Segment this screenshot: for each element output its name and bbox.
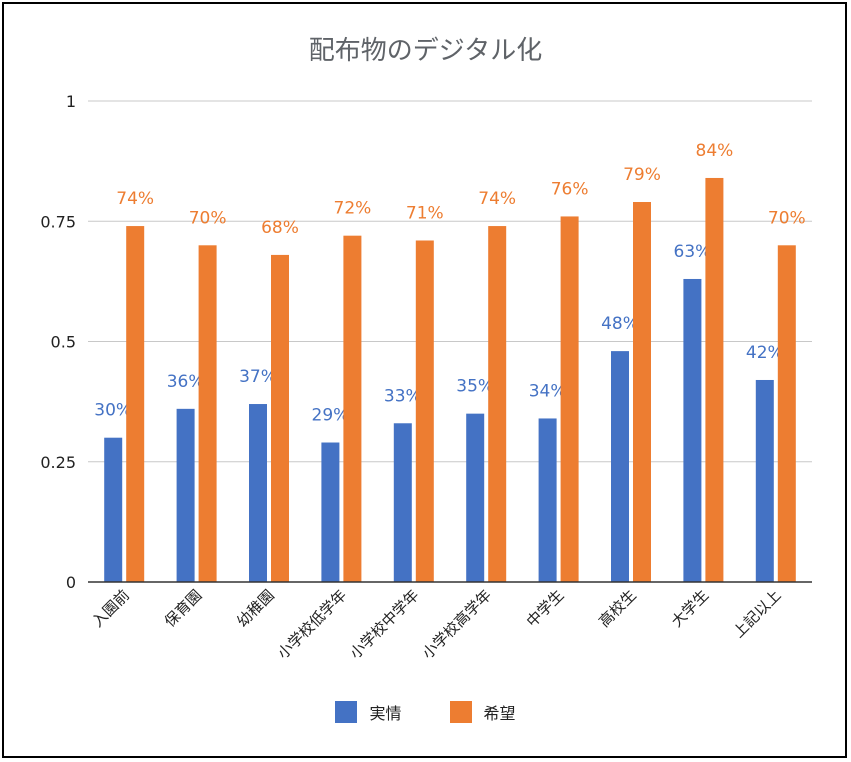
data-label-desired: 84%: [696, 141, 734, 161]
data-label-actual: 36%: [167, 372, 205, 392]
legend: 実情 希望: [0, 700, 851, 724]
bar-actual: [755, 379, 774, 582]
bar-desired: [126, 226, 145, 582]
x-tick-label: 小学校中学年: [346, 586, 422, 662]
bar-desired: [198, 245, 217, 583]
bar-actual: [466, 413, 485, 582]
bar-desired: [271, 254, 289, 583]
x-tick-label: 中学生: [523, 586, 568, 631]
data-label-desired: 70%: [189, 208, 227, 228]
bar-actual: [249, 404, 267, 582]
data-label-desired: 76%: [551, 179, 589, 199]
x-tick-label: 小学校高学年: [419, 586, 495, 662]
bar-actual: [104, 437, 123, 582]
bar-desired: [560, 216, 579, 582]
y-tick-label: 1: [66, 92, 76, 111]
bar-desired: [777, 245, 796, 583]
bar-desired: [705, 177, 724, 582]
x-tick-label: 幼稚園: [233, 586, 278, 631]
y-tick-label: 0.25: [40, 453, 76, 472]
data-label-actual: 29%: [312, 406, 350, 426]
x-tick-label: 保育園: [161, 586, 206, 631]
legend-item-actual: 実情: [335, 700, 402, 724]
bar-desired: [633, 202, 651, 582]
data-label-desired: 70%: [768, 208, 806, 228]
legend-swatch-actual: [335, 701, 358, 723]
bar-actual: [611, 351, 629, 582]
x-tick-label: 大学生: [668, 586, 713, 631]
data-label-actual: 48%: [601, 314, 639, 334]
data-label-desired: 74%: [116, 189, 154, 209]
bar-desired: [415, 240, 434, 583]
data-label-desired: 79%: [623, 165, 661, 185]
data-label-actual: 30%: [94, 401, 132, 421]
data-label-actual: 35%: [456, 377, 494, 397]
y-tick-label: 0.5: [51, 333, 76, 352]
data-label-actual: 37%: [239, 367, 277, 387]
y-tick-label: 0.75: [40, 212, 76, 231]
x-tick-label: 上記以上: [729, 586, 784, 641]
y-tick-label: 0: [66, 573, 76, 592]
legend-label-actual: 実情: [369, 704, 402, 723]
data-label-actual: 42%: [746, 343, 784, 363]
x-tick-label: 高校生: [595, 586, 640, 631]
bar-actual: [176, 408, 195, 582]
data-label-desired: 68%: [261, 218, 299, 238]
data-label-desired: 71%: [406, 203, 444, 223]
bar-actual: [321, 442, 340, 582]
data-label-actual: 33%: [384, 386, 422, 406]
bar-actual: [393, 423, 412, 582]
chart-title: 配布物のデジタル化: [308, 36, 543, 66]
bar-desired: [343, 235, 362, 582]
data-label-desired: 72%: [334, 199, 372, 219]
x-tick-label: 小学校低学年: [274, 586, 350, 662]
legend-swatch-desired: [449, 701, 472, 723]
bar-actual: [538, 418, 557, 582]
data-label-actual: 34%: [529, 381, 567, 401]
data-label-desired: 74%: [478, 189, 516, 209]
bar-actual: [683, 278, 702, 582]
data-label-actual: 63%: [674, 242, 712, 262]
legend-label-desired: 希望: [483, 704, 516, 723]
x-tick-label: 入園前: [88, 586, 133, 631]
bar-desired: [488, 226, 507, 582]
legend-item-desired: 希望: [449, 700, 516, 724]
